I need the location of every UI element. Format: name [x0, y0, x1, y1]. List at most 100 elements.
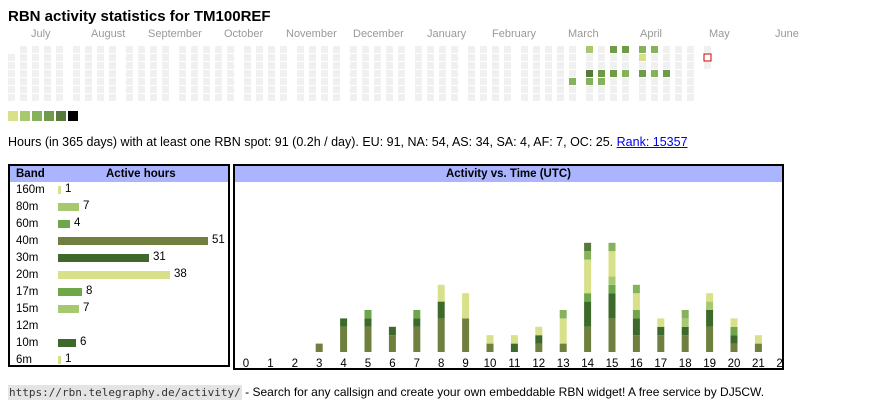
heatmap-cell: [244, 78, 251, 85]
heatmap-cell: [309, 70, 316, 77]
heatmap-cell: [451, 86, 458, 93]
heatmap-cell: [32, 46, 39, 53]
heatmap-cell: [521, 62, 528, 69]
heatmap-cell: [504, 94, 511, 101]
activity-bar-segment: [730, 343, 738, 352]
heatmap-cell: [309, 94, 316, 101]
band-row: 30m 31: [10, 250, 228, 267]
heatmap-cell: [569, 70, 576, 77]
activity-heatmap: [8, 46, 712, 101]
x-tick-label: 3: [316, 358, 322, 368]
heatmap-cell: [557, 78, 564, 85]
legend-swatch: [32, 111, 42, 121]
activity-bar-segment: [437, 284, 445, 302]
heatmap-cell: [280, 94, 287, 101]
activity-bar-segment: [559, 343, 567, 352]
band-table-header: Band Active hours: [10, 166, 228, 182]
x-tick-label: 5: [365, 358, 371, 368]
heatmap-cell: [362, 46, 369, 53]
heatmap-cell: [545, 62, 552, 69]
heatmap-cell: [56, 94, 63, 101]
heatmap-cell: [468, 54, 475, 61]
heatmap-cell: [521, 46, 528, 53]
heatmap-cell: [374, 70, 381, 77]
legend-swatch: [8, 111, 18, 121]
heatmap-cell: [545, 78, 552, 85]
heatmap-cell: [398, 54, 405, 61]
heatmap-cell: [73, 46, 80, 53]
x-tick-label: 1: [267, 358, 273, 368]
legend-swatch: [56, 111, 66, 121]
heatmap-cell: [451, 54, 458, 61]
heatmap-cell: [244, 54, 251, 61]
heatmap-cell: [386, 62, 393, 69]
heatmap-cell: [639, 62, 646, 69]
heatmap-cell: [126, 54, 133, 61]
rank-link[interactable]: Rank: 15357: [616, 135, 688, 149]
heatmap-cell: [20, 46, 27, 53]
heatmap-cell: [451, 94, 458, 101]
heatmap-cell: [622, 78, 629, 85]
heatmap-cell: [598, 70, 605, 77]
heatmap-cell: [610, 86, 617, 93]
heatmap-cell: [415, 62, 422, 69]
heatmap-cell: [675, 46, 682, 53]
band-hours-value: 1: [65, 183, 72, 195]
heatmap-legend: [8, 111, 80, 121]
x-tick-label: 7: [414, 358, 420, 368]
heatmap-cell: [557, 86, 564, 93]
heatmap-cell: [533, 94, 540, 101]
heatmap-cell: [97, 70, 104, 77]
heatmap-cell: [687, 86, 694, 93]
heatmap-cell: [20, 62, 27, 69]
heatmap-cell: [675, 54, 682, 61]
band-row: 20m 38: [10, 267, 228, 284]
heatmap-cell: [126, 86, 133, 93]
heatmap-cell: [598, 62, 605, 69]
x-tick-label: 13: [557, 358, 570, 368]
heatmap-cell: [256, 46, 263, 53]
heatmap-cell: [297, 94, 304, 101]
activity-bar-segment: [413, 318, 421, 327]
heatmap-cell: [451, 62, 458, 69]
heatmap-cell: [687, 94, 694, 101]
heatmap-cell: [215, 86, 222, 93]
heatmap-cell: [215, 70, 222, 77]
heatmap-cell: [191, 54, 198, 61]
heatmap-cell: [398, 86, 405, 93]
activity-bar-segment: [730, 335, 738, 344]
heatmap-cell: [162, 78, 169, 85]
heatmap-cell: [138, 94, 145, 101]
activity-bar-segment: [364, 326, 372, 352]
heatmap-cell: [586, 46, 593, 53]
heatmap-cell: [309, 86, 316, 93]
heatmap-cell: [20, 78, 27, 85]
footer-url[interactable]: https://rbn.telegraphy.de/activity/: [8, 385, 242, 400]
band-row: 60m 4: [10, 216, 228, 233]
heatmap-cell: [268, 46, 275, 53]
heatmap-cell: [439, 62, 446, 69]
activity-bar-segment: [681, 326, 689, 336]
heatmap-cell: [622, 86, 629, 93]
heatmap-cell: [256, 62, 263, 69]
heatmap-cell: [386, 70, 393, 77]
heatmap-cell: [56, 86, 63, 93]
heatmap-cell: [639, 78, 646, 85]
activity-chart: Activity vs. Time (UTC) 0 1 2 3 4 5 6 7 8 9 10 11 12…: [233, 164, 814, 370]
heatmap-cell: [244, 70, 251, 77]
heatmap-cell: [362, 70, 369, 77]
heatmap-cell: [415, 86, 422, 93]
heatmap-cell: [126, 78, 133, 85]
heatmap-cell: [85, 78, 92, 85]
heatmap-cell: [622, 54, 629, 61]
heatmap-cell: [427, 78, 434, 85]
heatmap-cell: [8, 78, 15, 85]
heatmap-cell: [586, 86, 593, 93]
heatmap-cell: [179, 78, 186, 85]
band-name: 160m: [16, 184, 45, 196]
heatmap-cell: [350, 86, 357, 93]
heatmap-cell: [97, 46, 104, 53]
heatmap-cell: [56, 70, 63, 77]
heatmap-cell: [451, 78, 458, 85]
heatmap-cell: [622, 62, 629, 69]
